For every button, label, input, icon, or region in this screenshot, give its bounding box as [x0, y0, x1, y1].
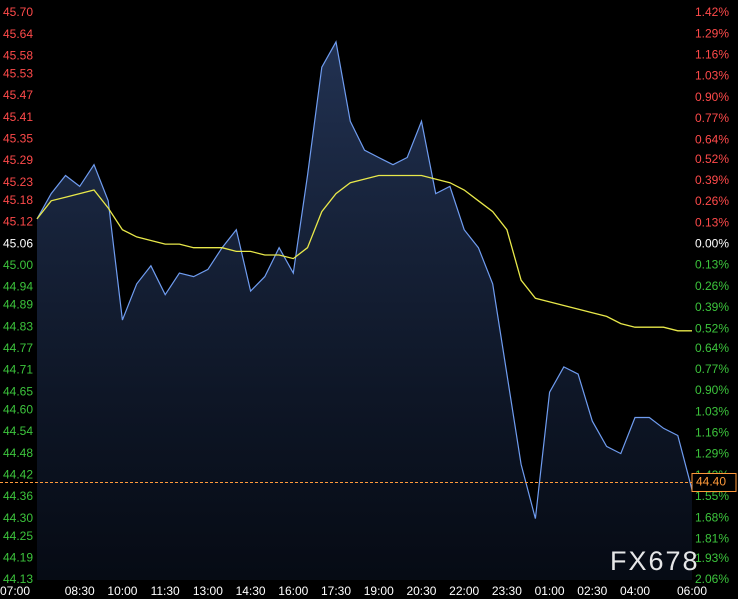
y2-tick-label: 0.64%: [695, 341, 729, 355]
price-area: [37, 41, 692, 580]
y2-tick-label: 2.06%: [695, 572, 729, 586]
y-tick-label: 44.25: [3, 529, 33, 543]
x-tick-label: 23:30: [492, 584, 522, 598]
x-tick-label: 08:30: [65, 584, 95, 598]
x-tick-label: 10:00: [107, 584, 137, 598]
y2-tick-label: 1.55%: [695, 489, 729, 503]
y2-tick-label: 0.64%: [695, 132, 729, 146]
last-price-label: 44.40: [696, 475, 726, 489]
x-tick-label: 16:00: [278, 584, 308, 598]
y-tick-label: 45.58: [3, 49, 33, 63]
watermark: FX678: [610, 546, 700, 576]
y-tick-label: 45.23: [3, 175, 33, 189]
y2-tick-label: 0.52%: [695, 152, 729, 166]
x-tick-label: 20:30: [406, 584, 436, 598]
y-tick-label: 44.71: [3, 363, 33, 377]
y2-tick-label: 0.39%: [695, 300, 729, 314]
y-tick-label: 44.83: [3, 319, 33, 333]
y2-tick-label: 0.77%: [695, 362, 729, 376]
x-tick-label: 01:00: [535, 584, 565, 598]
y-tick-label: 44.30: [3, 511, 33, 525]
y2-tick-label: 1.29%: [695, 26, 729, 40]
x-tick-label: 04:00: [620, 584, 650, 598]
y-tick-label: 45.35: [3, 132, 33, 146]
x-tick-label: 14:30: [236, 584, 266, 598]
y-tick-label: 45.53: [3, 67, 33, 81]
y2-tick-label: 0.13%: [695, 215, 729, 229]
x-tick-label: 11:30: [151, 584, 180, 598]
y2-tick-label: 1.03%: [695, 69, 729, 83]
y2-tick-label: 1.03%: [695, 404, 729, 418]
y-tick-label: 45.06: [3, 236, 33, 250]
y2-tick-label: 0.26%: [695, 279, 729, 293]
y-tick-label: 44.19: [3, 551, 33, 565]
y-tick-label: 45.18: [3, 193, 33, 207]
x-tick-label: 17:30: [321, 584, 351, 598]
y2-tick-label: 0.90%: [695, 383, 729, 397]
y-tick-label: 45.00: [3, 258, 33, 272]
y2-tick-label: 0.77%: [695, 111, 729, 125]
x-tick-label: 02:30: [577, 584, 607, 598]
y2-tick-label: 1.68%: [695, 510, 729, 524]
y2-tick-label: 0.52%: [695, 321, 729, 335]
y2-tick-label: 0.26%: [695, 194, 729, 208]
x-tick-label: 19:00: [364, 584, 394, 598]
y2-tick-label: 0.00%: [695, 237, 729, 251]
y2-tick-label: 1.81%: [695, 531, 729, 545]
y-tick-label: 45.29: [3, 153, 33, 167]
average-line: [36, 174, 692, 332]
x-tick-label: 07:00: [0, 584, 30, 598]
y-tick-label: 45.47: [3, 88, 33, 102]
y-tick-label: 44.42: [3, 467, 33, 481]
y-tick-label: 44.77: [3, 341, 33, 355]
y2-tick-label: 1.93%: [695, 551, 729, 565]
y-tick-label: 44.13: [3, 572, 33, 586]
y-tick-label: 44.89: [3, 298, 33, 312]
y2-tick-label: 0.39%: [695, 173, 729, 187]
y-tick-label: 45.64: [3, 27, 33, 41]
y-tick-label: 44.65: [3, 384, 33, 398]
y2-tick-label: 0.13%: [695, 258, 729, 272]
x-tick-label: 06:00: [677, 584, 707, 598]
y-tick-label: 44.54: [3, 424, 33, 438]
y2-tick-label: 0.90%: [695, 90, 729, 104]
y-tick-label: 44.60: [3, 402, 33, 416]
x-tick-label: 13:00: [193, 584, 223, 598]
y-tick-label: 45.41: [3, 110, 33, 124]
y-tick-label: 44.94: [3, 280, 33, 294]
y2-tick-label: 1.42%: [695, 5, 729, 19]
y2-tick-label: 1.16%: [695, 426, 729, 440]
y2-tick-label: 1.16%: [695, 48, 729, 62]
y-tick-label: 45.70: [3, 5, 33, 19]
y-tick-label: 44.48: [3, 446, 33, 460]
x-tick-label: 22:00: [449, 584, 479, 598]
last-price-box: [691, 472, 737, 492]
y-tick-label: 45.12: [3, 215, 33, 229]
y-tick-label: 44.36: [3, 489, 33, 503]
price-line: [36, 40, 693, 519]
y2-tick-label: 1.29%: [695, 447, 729, 461]
